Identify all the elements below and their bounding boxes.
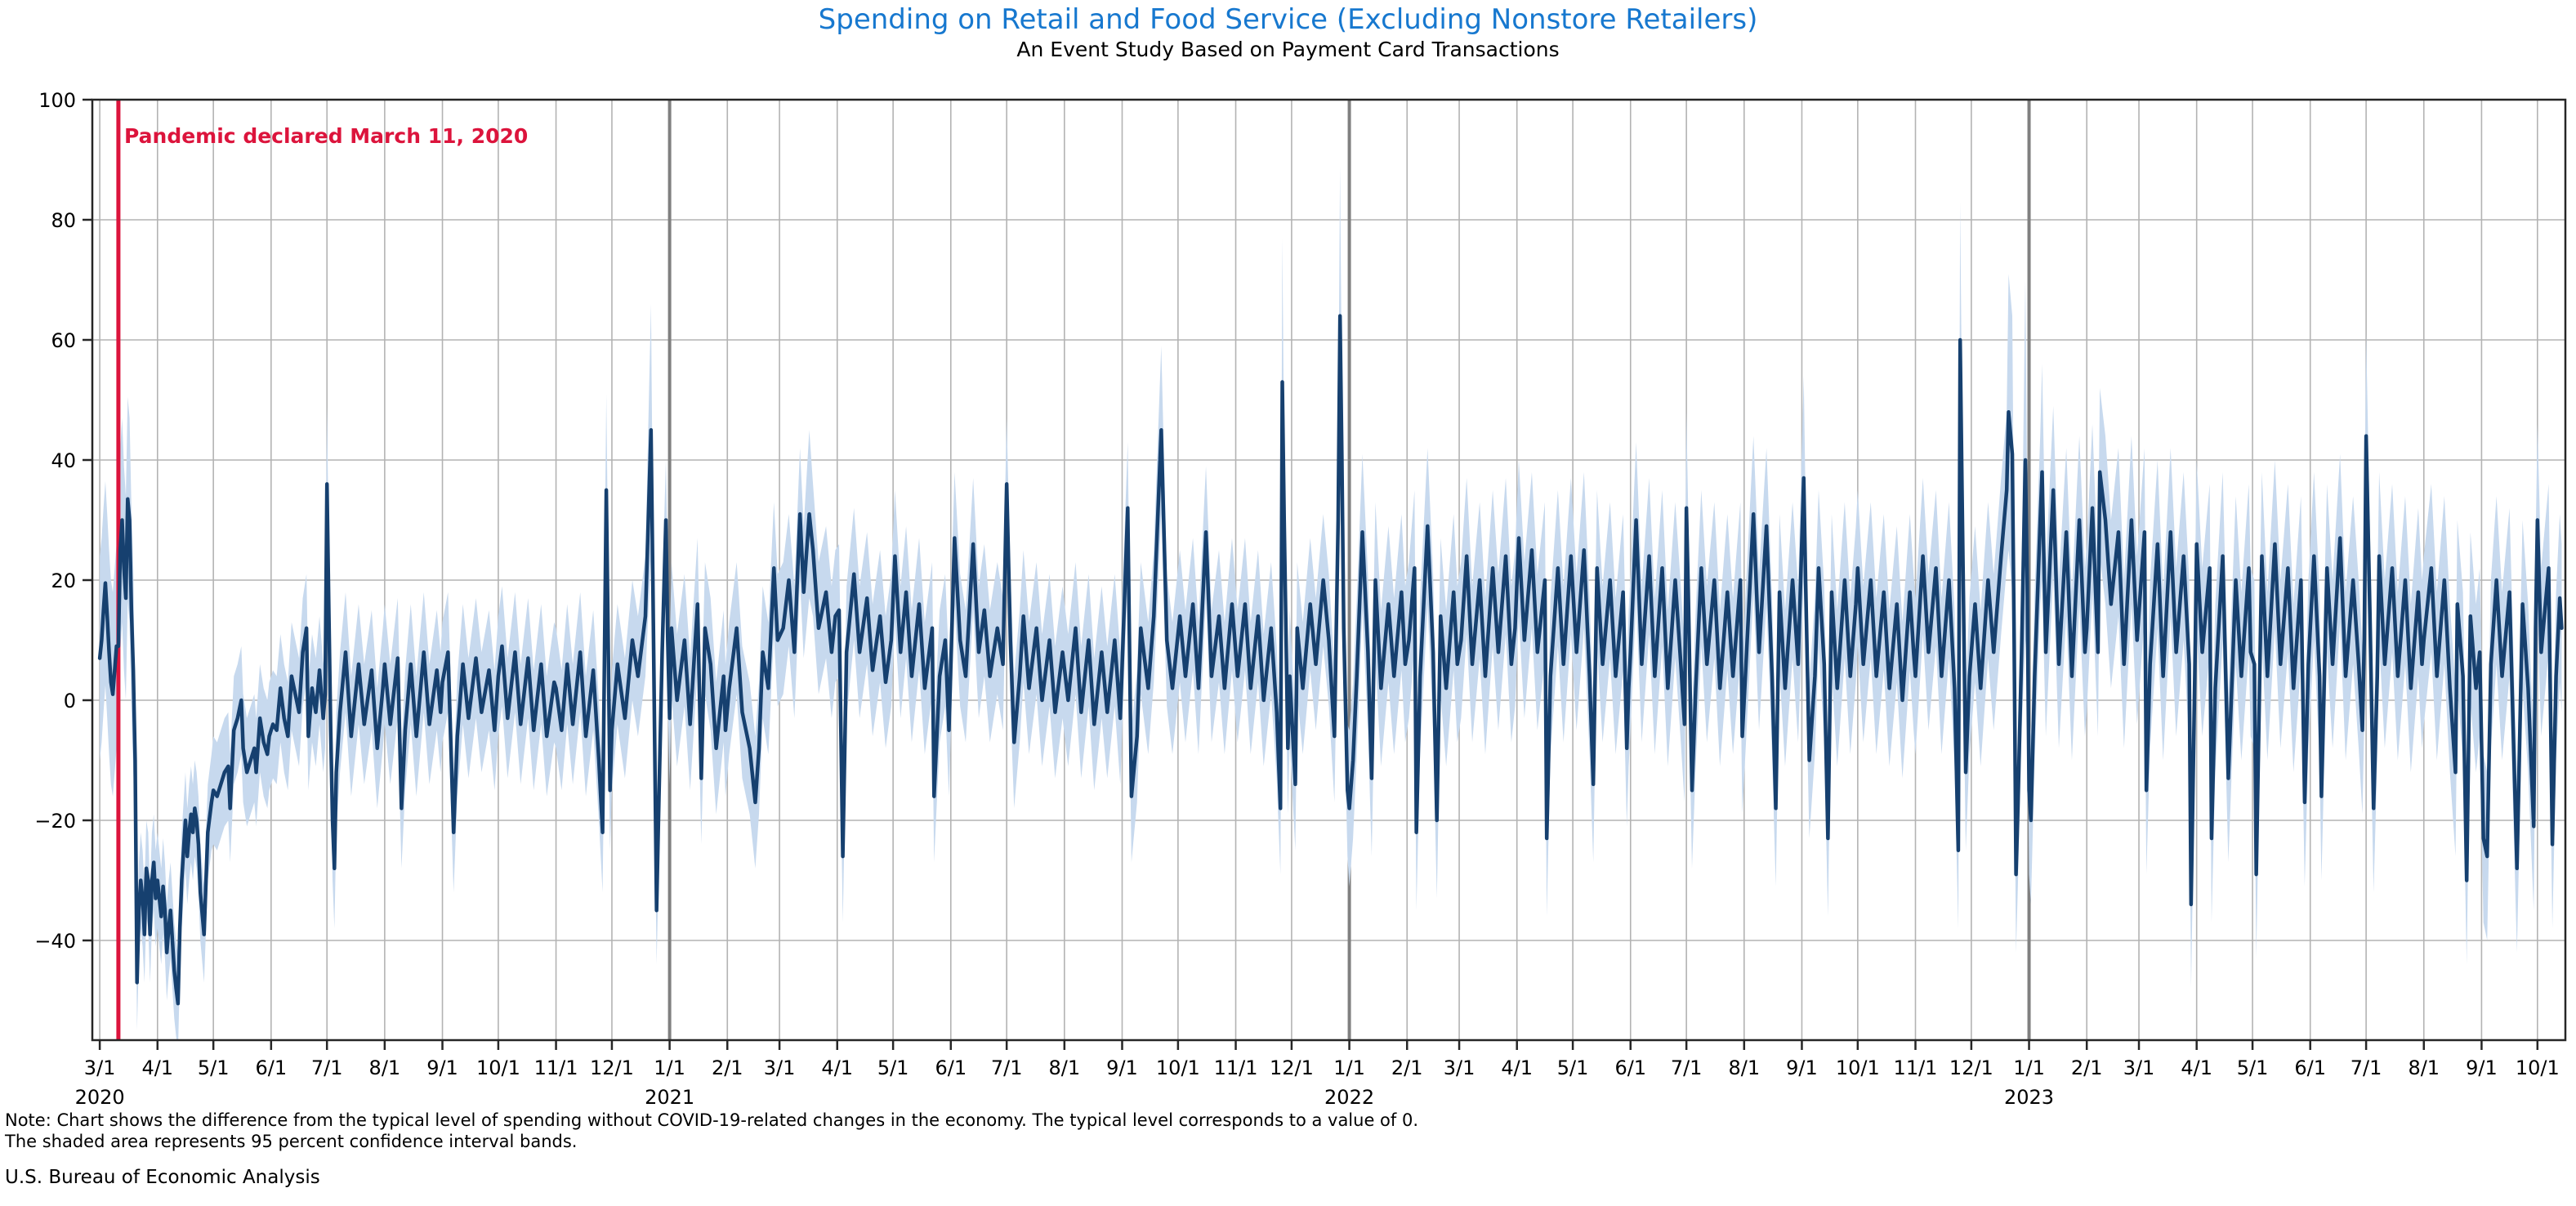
x-tick-label: 7/1 <box>2351 1056 2382 1079</box>
x-tick-label: 8/1 <box>1728 1056 1760 1079</box>
y-tick-label: 40 <box>51 449 76 472</box>
y-tick-label: −20 <box>34 810 76 833</box>
plot-border <box>91 98 2567 1042</box>
x-tick-label: 3/1 <box>2123 1056 2155 1079</box>
x-year-label: 2023 <box>2004 1086 2054 1109</box>
x-year-label: 2021 <box>645 1086 694 1109</box>
x-tick-label: 9/1 <box>2466 1056 2498 1079</box>
x-tick-label: 9/1 <box>1106 1056 1138 1079</box>
chart-header: Spending on Retail and Food Service (Exc… <box>0 0 2576 61</box>
x-tick-label: 10/1 <box>476 1056 520 1079</box>
x-tick-label: 12/1 <box>590 1056 634 1079</box>
x-tick-label: 1/1 <box>654 1056 685 1079</box>
x-tick-label: 10/1 <box>1836 1056 1880 1079</box>
x-tick-label: 7/1 <box>311 1056 343 1079</box>
source-attribution: U.S. Bureau of Economic Analysis <box>5 1167 320 1188</box>
x-tick-label: 4/1 <box>821 1056 853 1079</box>
x-tick-label: 1/1 <box>1333 1056 1365 1079</box>
pandemic-annotation: Pandemic declared March 11, 2020 <box>124 124 529 148</box>
x-tick-label: 3/1 <box>764 1056 796 1079</box>
horizontal-gridlines <box>92 99 2565 941</box>
x-tick-label: 8/1 <box>1049 1056 1081 1079</box>
y-tick-label: 80 <box>51 209 76 232</box>
x-tick-label: 4/1 <box>2181 1056 2212 1079</box>
x-tick-label: 6/1 <box>2294 1056 2326 1079</box>
y-axis: 100 80 60 40 20 0 −20 −40 <box>34 89 92 953</box>
x-tick-label: 8/1 <box>369 1056 401 1079</box>
x-tick-label: 5/1 <box>2237 1056 2269 1079</box>
y-tick-label: 100 <box>38 89 76 112</box>
spending-line <box>97 314 2564 1006</box>
x-tick-label: 11/1 <box>1214 1056 1258 1079</box>
x-tick-label: 10/1 <box>2516 1056 2560 1079</box>
x-tick-label: 5/1 <box>1557 1056 1589 1079</box>
x-tick-label: 2/1 <box>712 1056 743 1079</box>
x-tick-label: 5/1 <box>198 1056 230 1079</box>
y-tick-label: 0 <box>64 690 76 712</box>
x-year-label: 2022 <box>1324 1086 1374 1109</box>
y-tick-label: 60 <box>51 329 76 352</box>
x-tick-label: 9/1 <box>1786 1056 1818 1079</box>
note-line-2: The shaded area represents 95 percent co… <box>5 1132 578 1152</box>
x-tick-label: 4/1 <box>141 1056 173 1079</box>
y-tick-label: −40 <box>34 930 76 953</box>
x-tick-label: 12/1 <box>1270 1056 1314 1079</box>
x-tick-label: 8/1 <box>2408 1056 2440 1079</box>
confidence-band <box>100 165 2562 1040</box>
note-line-1: Note: Chart shows the difference from th… <box>5 1110 1418 1130</box>
x-tick-label: 12/1 <box>1949 1056 1993 1079</box>
x-tick-label: 6/1 <box>935 1056 967 1079</box>
x-tick-label: 7/1 <box>991 1056 1023 1079</box>
x-tick-label: 11/1 <box>534 1056 578 1079</box>
x-year-label: 2020 <box>75 1086 125 1109</box>
x-tick-label: 2/1 <box>1391 1056 1423 1079</box>
x-tick-label: 10/1 <box>1156 1056 1200 1079</box>
x-tick-label: 5/1 <box>877 1056 909 1079</box>
x-tick-label: 2/1 <box>2071 1056 2103 1079</box>
x-tick-label: 1/1 <box>2013 1056 2045 1079</box>
chart-note: Note: Chart shows the difference from th… <box>5 1110 1418 1153</box>
x-tick-label: 6/1 <box>256 1056 288 1079</box>
x-tick-label: 3/1 <box>1444 1056 1476 1079</box>
x-tick-label: 3/1 <box>84 1056 116 1079</box>
x-axis: 3/1 4/1 5/1 6/1 7/1 8/1 9/1 10/1 11/1 12/1 1/1 2/1 3… <box>75 1040 2560 1109</box>
chart-title: Spending on Retail and Food Service (Exc… <box>818 3 1758 36</box>
x-tick-label: 7/1 <box>1671 1056 1703 1079</box>
x-tick-label: 6/1 <box>1614 1056 1646 1079</box>
chart-subtitle: An Event Study Based on Payment Card Tra… <box>1016 38 1560 61</box>
y-tick-label: 20 <box>51 570 76 592</box>
x-tick-label: 11/1 <box>1894 1056 1938 1079</box>
x-tick-label: 9/1 <box>426 1056 458 1079</box>
x-tick-label: 4/1 <box>1501 1056 1533 1079</box>
